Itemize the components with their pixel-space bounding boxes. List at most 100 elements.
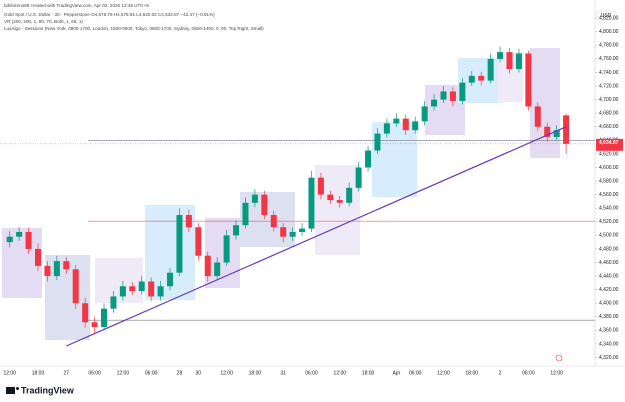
y-tick-label: 4,520.00 — [599, 219, 619, 225]
candle-body — [374, 133, 381, 151]
candle-body — [82, 303, 89, 323]
currency-box[interactable] — [596, 10, 616, 21]
y-tick-label: 4,420.00 — [599, 287, 619, 293]
candle-body — [91, 322, 98, 327]
candle-body — [440, 91, 447, 100]
candle-body — [129, 286, 136, 292]
indicator: VR (200, 200, 1, 80, 70, Both, 1, 68, 1) — [4, 19, 83, 24]
candle-body — [393, 118, 400, 124]
trendline — [66, 126, 567, 347]
candle-body — [148, 281, 155, 297]
candle-body — [553, 130, 560, 137]
candle-body — [35, 248, 42, 266]
candle-body — [289, 231, 296, 237]
x-tick-label: 06:00 — [305, 370, 318, 376]
candle-body — [308, 177, 315, 229]
credit: bdshireno96 created with TradingView.com… — [4, 3, 149, 8]
y-tick-label: 4,480.00 — [599, 246, 619, 252]
candle-body — [101, 308, 108, 327]
x-tick-label: 30 — [196, 370, 202, 376]
candle-body — [251, 194, 258, 203]
y-tick-label: 4,460.00 — [599, 260, 619, 266]
candle-body — [185, 215, 192, 228]
x-tick-label: 2 — [499, 370, 502, 376]
candle-body — [487, 58, 494, 81]
y-tick-label: 4,760.00 — [599, 56, 619, 62]
candle-body — [72, 269, 79, 304]
x-tick-label: 12:00 — [220, 370, 233, 376]
candle-body — [119, 286, 126, 297]
y-tick-label: 4,440.00 — [599, 273, 619, 279]
candle-body — [167, 272, 174, 287]
event-marker[interactable] — [555, 354, 563, 362]
candle-body — [110, 296, 117, 309]
candle-body — [261, 194, 268, 216]
x-tick-label: 12:00 — [550, 370, 563, 376]
y-tick-label: 4,560.00 — [599, 192, 619, 198]
candle-body — [431, 99, 438, 107]
candle-body — [327, 194, 334, 201]
candle-body — [16, 231, 23, 237]
candle-body — [233, 225, 240, 236]
symbol-line: Gold Spot / U.S. Dollar · 30 · Peppersto… — [4, 12, 215, 17]
candle-body — [204, 255, 211, 277]
last-price-box — [596, 138, 623, 151]
candle-body — [515, 53, 522, 70]
candle-body — [468, 75, 475, 83]
candle-body — [270, 215, 277, 228]
candle-body — [223, 235, 230, 263]
candle-body — [506, 52, 513, 70]
candle-body — [242, 202, 249, 226]
currency[interactable]: USD — [601, 13, 612, 19]
y-tick-label: 4,500.00 — [599, 233, 619, 239]
candle-body — [25, 231, 32, 249]
candle-body — [383, 123, 390, 134]
y-tick-label: 4,540.00 — [599, 206, 619, 212]
candle-body — [497, 52, 504, 59]
last-price-label: 4,634.87 — [599, 140, 619, 146]
y-tick-label: 4,380.00 — [599, 314, 619, 320]
candle-body — [346, 187, 353, 203]
x-tick-label: 12:00 — [3, 370, 16, 376]
y-tick-label: 4,720.00 — [599, 83, 619, 89]
candle-body — [157, 286, 164, 297]
candle-body — [317, 177, 324, 195]
candle-body — [459, 82, 466, 101]
candle-body — [449, 91, 456, 101]
candle-body — [544, 126, 551, 137]
candle-body — [534, 106, 541, 127]
x-tick-label: 18:00 — [32, 370, 45, 376]
candle-body — [365, 150, 372, 168]
x-tick-label: 18:00 — [249, 370, 262, 376]
x-tick-label: 12:00 — [117, 370, 130, 376]
candle-body — [402, 118, 409, 131]
x-tick-label: Apr — [392, 370, 400, 376]
x-tick-label: 31 — [280, 370, 286, 376]
y-tick-label: 4,820.00 — [599, 16, 619, 22]
x-tick-label: 06:00 — [145, 370, 158, 376]
candle-body — [299, 228, 306, 232]
x-tick-label: 18:00 — [362, 370, 375, 376]
y-tick-label: 4,620.00 — [599, 151, 619, 157]
x-tick-label: 18:00 — [466, 370, 479, 376]
y-tick-label: 4,780.00 — [599, 43, 619, 49]
candle-body — [525, 53, 532, 107]
y-tick-label: 4,660.00 — [599, 124, 619, 130]
y-tick-label: 4,320.00 — [599, 355, 619, 361]
indicator: LuxAlgo - Sessions (New York, 0800-1700,… — [4, 26, 264, 31]
candle-body — [6, 236, 13, 243]
candle-body — [138, 281, 145, 292]
y-tick-label: 4,360.00 — [599, 328, 619, 334]
x-tick-label: 12:00 — [334, 370, 347, 376]
x-tick-label: 06:00 — [88, 370, 101, 376]
candle-body — [53, 261, 60, 277]
candle-body — [44, 265, 51, 277]
x-tick-label: 06:00 — [522, 370, 535, 376]
y-tick-label: 4,340.00 — [599, 341, 619, 347]
candle-body — [563, 115, 570, 144]
candle-body — [421, 106, 428, 122]
y-tick-label: 4,740.00 — [599, 70, 619, 76]
y-tick-label: 4,680.00 — [599, 111, 619, 117]
y-tick-label: 4,800.00 — [599, 29, 619, 35]
